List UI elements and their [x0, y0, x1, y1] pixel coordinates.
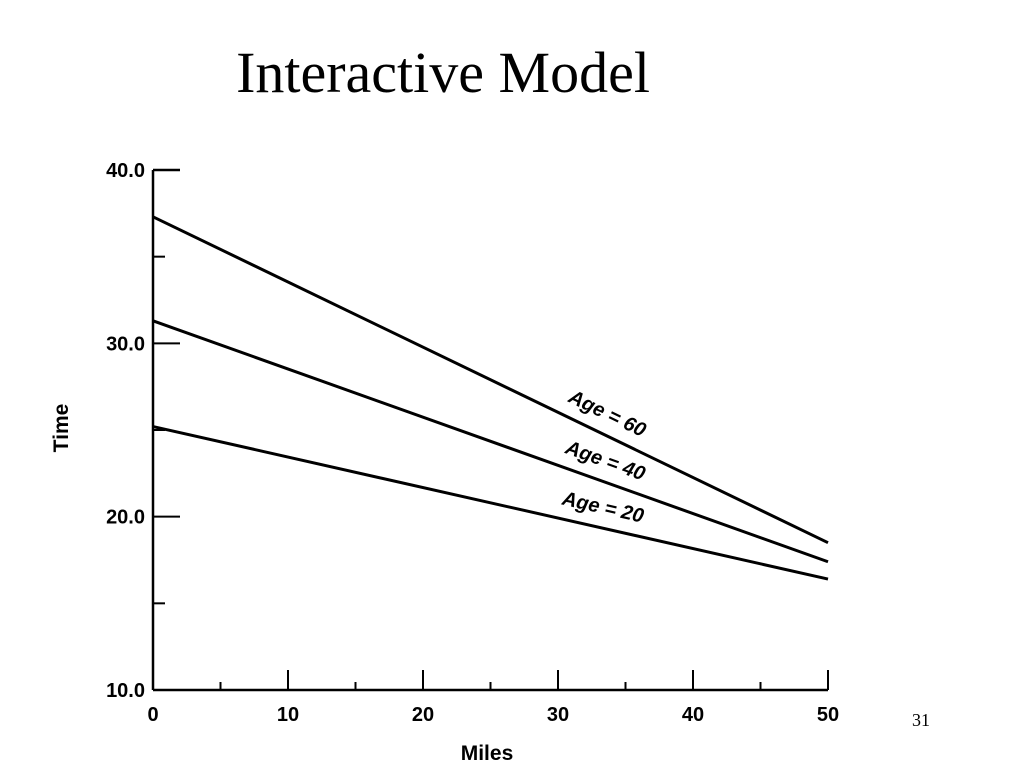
y-tick-label: 20.0 [106, 507, 145, 529]
series-lines [152, 215, 829, 581]
y-tick-label: 30.0 [106, 333, 145, 355]
y-tick-label: 40.0 [106, 160, 145, 182]
series-line [152, 425, 829, 581]
y-axis-title: Time [50, 404, 73, 453]
x-tick-label: 30 [547, 704, 569, 726]
page-number: 31 [912, 710, 930, 730]
x-tick-label: 10 [277, 704, 299, 726]
series-label: Age = 60 [564, 386, 649, 442]
axis-tick-labels: 0 10 20 30 40 50 10.0 20.0 30.0 40.0 [106, 160, 839, 726]
x-tick-label: 20 [412, 704, 434, 726]
x-tick-label: 40 [682, 704, 704, 726]
series-line [152, 215, 829, 545]
y-tick-label: 10.0 [106, 680, 145, 702]
series-line [152, 319, 829, 564]
axis-ticks [152, 169, 829, 691]
x-tick-label: 50 [817, 704, 839, 726]
x-tick-label: 0 [147, 704, 158, 726]
series-label: Age = 40 [562, 436, 648, 485]
slide-title: Interactive Model [236, 40, 650, 105]
x-axis-title: Miles [461, 742, 514, 765]
